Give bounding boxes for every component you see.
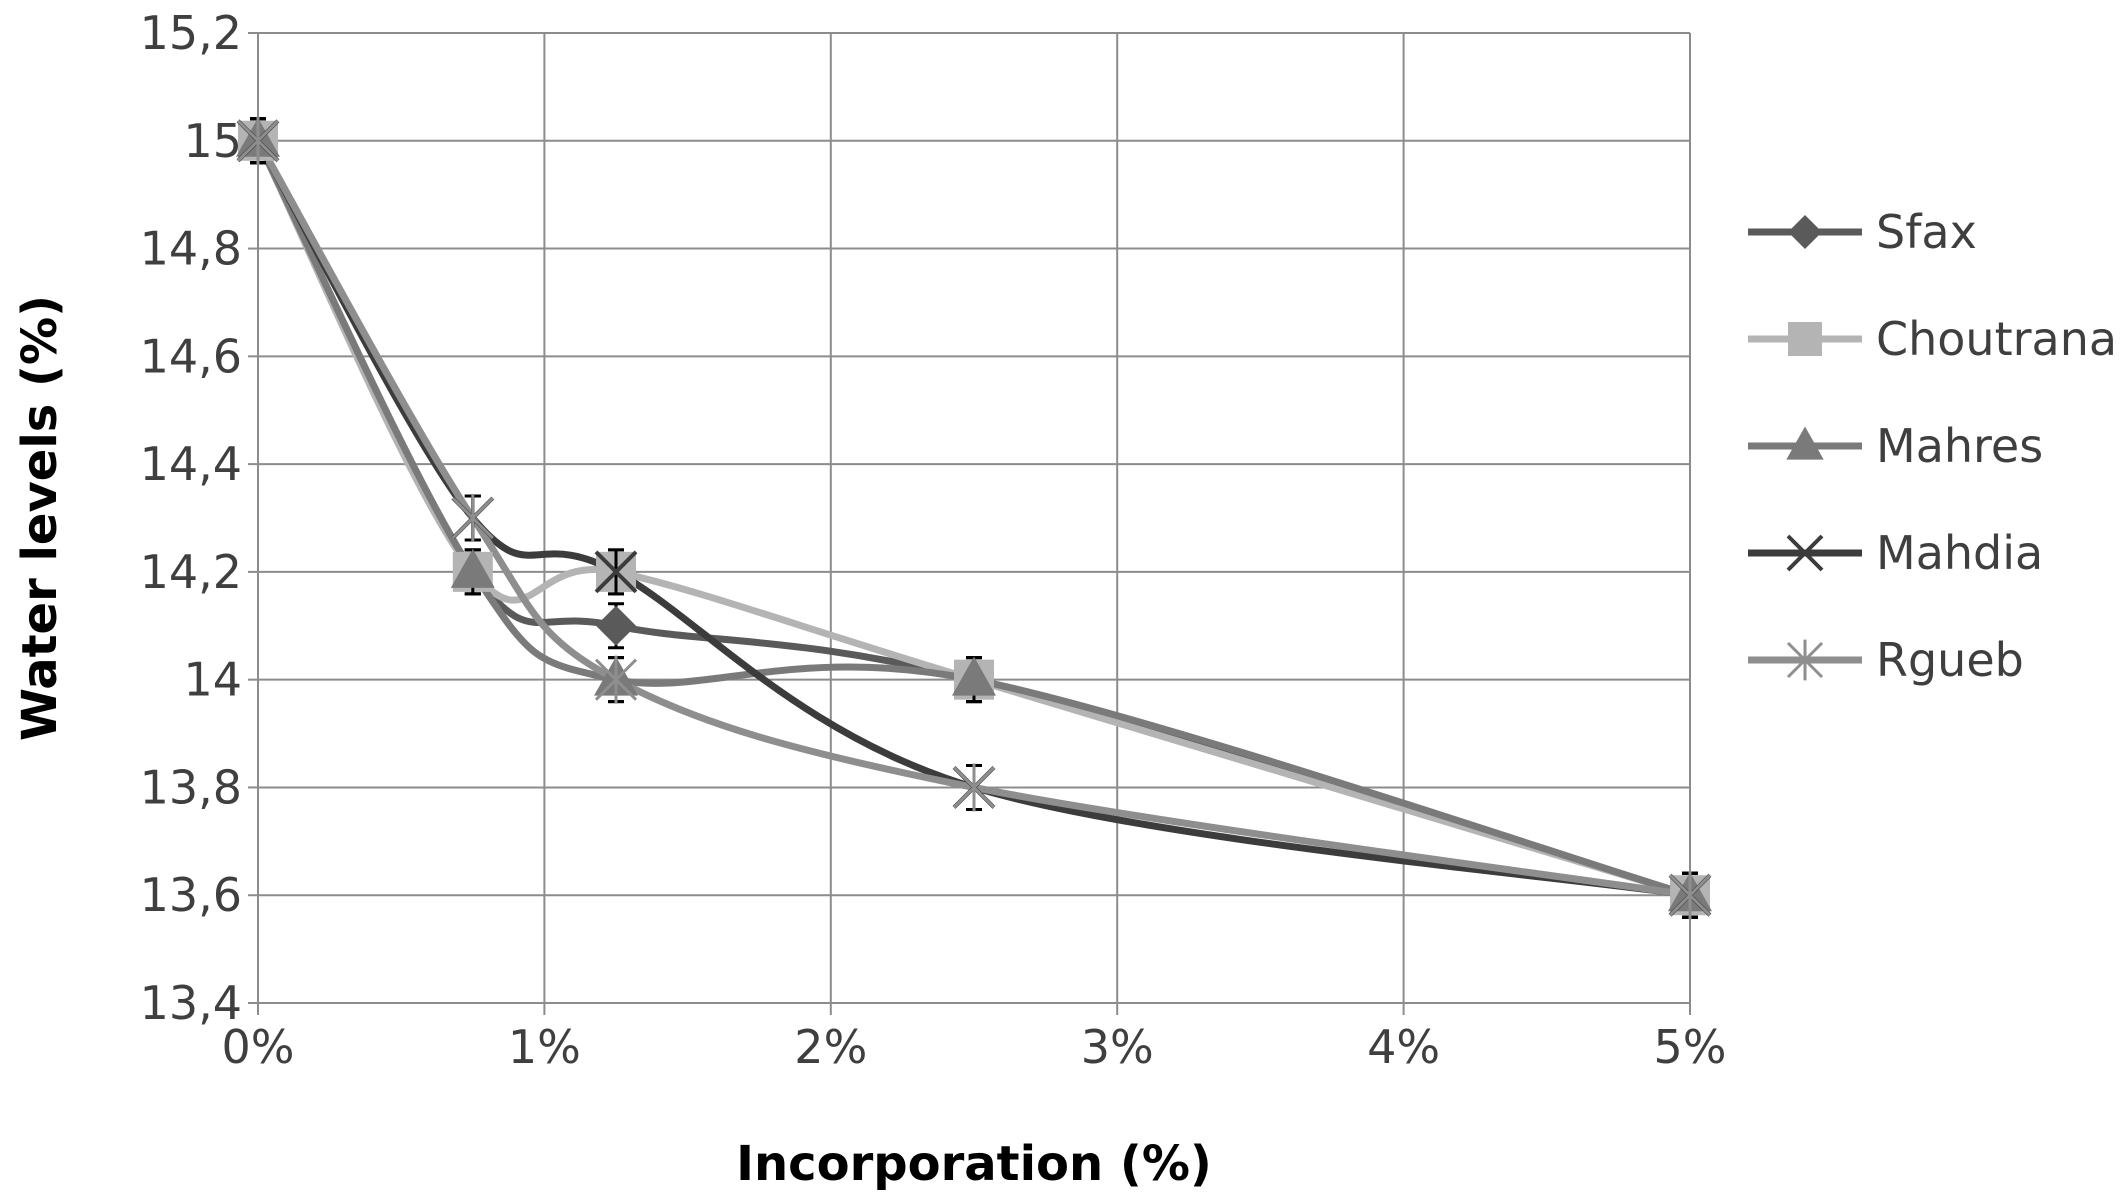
series-line-choutrana bbox=[254, 137, 1694, 899]
legend-marker-sfax bbox=[1788, 215, 1822, 249]
legend: Sfax Choutrana Mahres Mahdia Rgueb bbox=[1748, 205, 2117, 687]
y-tick-label: 15 bbox=[183, 114, 242, 168]
legend-marker-mahdia bbox=[1786, 534, 1824, 572]
y-tick-label: 15,2 bbox=[140, 6, 242, 60]
series-lines bbox=[254, 137, 1694, 899]
legend-label-mahdia: Mahdia bbox=[1876, 526, 2043, 580]
data-point-mahres bbox=[450, 548, 495, 588]
data-point-rgueb bbox=[952, 763, 996, 812]
data-point-mahdia bbox=[594, 550, 638, 594]
data-point-sfax bbox=[596, 605, 636, 646]
legend-label-sfax: Sfax bbox=[1876, 205, 1977, 259]
data-point-mahres bbox=[952, 656, 996, 696]
y-tick-label: 14,8 bbox=[140, 222, 242, 276]
legend-label-mahres: Mahres bbox=[1876, 419, 2043, 473]
y-tick-label: 14,4 bbox=[140, 437, 242, 491]
tick-labels: 13,4 13,6 13,8 14 14,2 14,4 14,6 14,8 15 15,2 0% 1%… bbox=[140, 6, 1727, 1074]
data-point-rgueb bbox=[451, 494, 494, 542]
x-tick-label: 4% bbox=[1367, 1020, 1440, 1074]
y-tick-label: 14 bbox=[183, 653, 242, 707]
data-point-rgueb bbox=[236, 116, 280, 165]
data-point-rgueb bbox=[1668, 871, 1712, 920]
legend-marker-mahres bbox=[1786, 426, 1824, 460]
legend-marker-rgueb bbox=[1786, 639, 1824, 681]
series-line-mahres bbox=[254, 137, 1694, 899]
x-tick-label: 1% bbox=[508, 1020, 581, 1074]
y-tick-label: 13,6 bbox=[140, 868, 242, 922]
y-axis-title: Water levels (%) bbox=[12, 295, 68, 741]
x-tick-label: 0% bbox=[222, 1020, 295, 1074]
y-tick-label: 13,4 bbox=[140, 976, 242, 1030]
data-point-rgueb bbox=[594, 655, 638, 704]
series-line-mahdia bbox=[254, 137, 1694, 899]
y-tick-label: 13,8 bbox=[140, 760, 242, 814]
legend-marker-choutrana bbox=[1788, 322, 1822, 356]
x-tick-label: 3% bbox=[1081, 1020, 1154, 1074]
x-tick-label: 2% bbox=[794, 1020, 867, 1074]
y-tick-label: 14,6 bbox=[140, 329, 242, 383]
x-axis-title: Incorporation (%) bbox=[736, 1136, 1212, 1192]
series-markers bbox=[236, 116, 1712, 920]
grid-lines bbox=[257, 32, 1691, 1004]
legend-label-rgueb: Rgueb bbox=[1876, 633, 2024, 687]
series-line-rgueb bbox=[254, 137, 1694, 899]
y-tick-label: 14,2 bbox=[140, 545, 242, 599]
legend-label-choutrana: Choutrana bbox=[1876, 312, 2117, 366]
x-tick-label: 5% bbox=[1654, 1020, 1727, 1074]
